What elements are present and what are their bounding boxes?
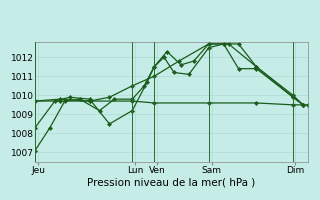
X-axis label: Pression niveau de la mer( hPa ): Pression niveau de la mer( hPa ) [87, 178, 256, 188]
